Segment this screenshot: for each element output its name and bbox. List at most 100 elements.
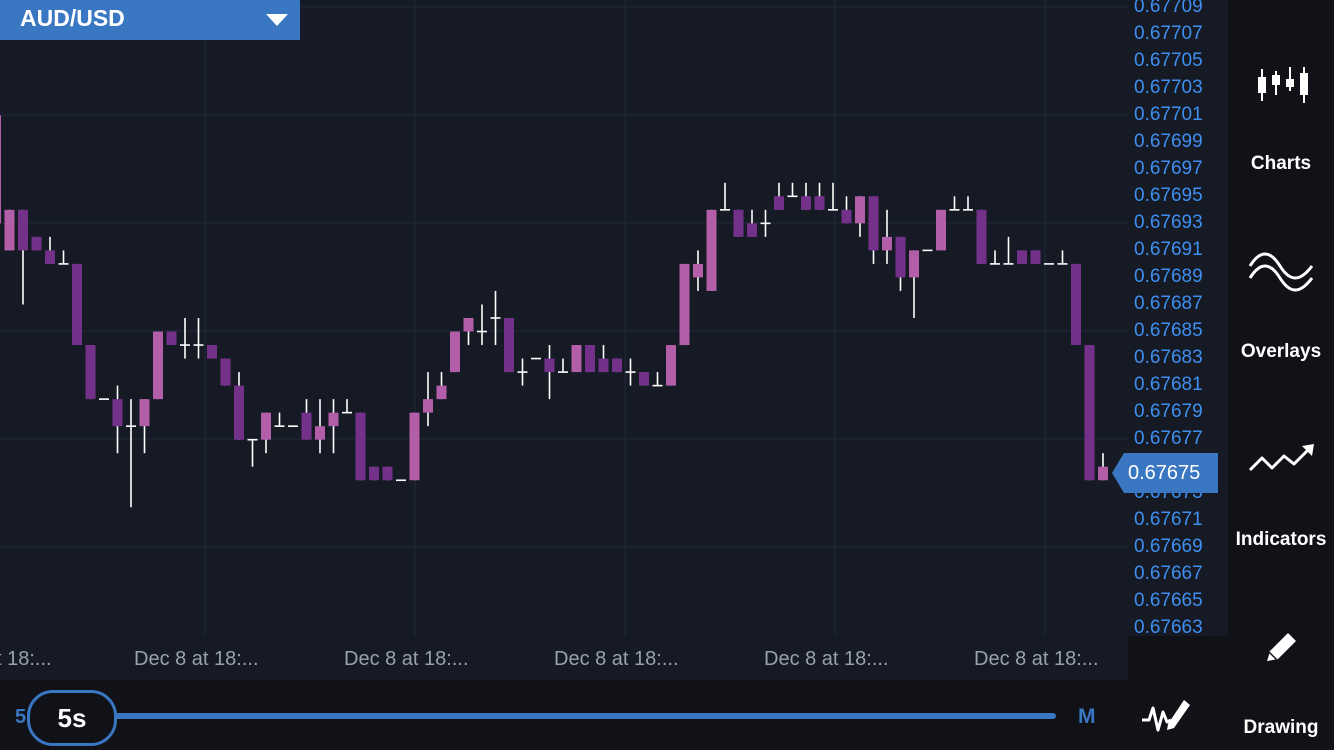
candle-body [436, 385, 447, 400]
candle-body [612, 358, 622, 373]
candle [720, 182, 730, 211]
candle-body [301, 412, 312, 440]
price-axis-label: 0.67693 [1134, 212, 1203, 233]
candle [247, 438, 258, 467]
candle [301, 399, 312, 440]
candle-body [369, 466, 379, 481]
candle [841, 196, 852, 224]
current-price-value: 0.67675 [1128, 462, 1201, 484]
price-axis-label: 0.67705 [1134, 50, 1203, 71]
price-axis-label: 0.67685 [1134, 320, 1203, 341]
price-axis-label: 0.67679 [1134, 401, 1203, 422]
price-axis-label: 0.67671 [1134, 509, 1203, 530]
overlays-button[interactable]: Overlays [1228, 245, 1334, 370]
price-axis-label: 0.67709 [1134, 0, 1203, 17]
candle-body [1098, 466, 1108, 481]
candle [787, 182, 798, 198]
candle-body [693, 263, 703, 278]
candlestick-chart[interactable] [0, 0, 1128, 636]
candle [733, 209, 744, 237]
symbol-selector[interactable]: AUD/USD [0, 0, 300, 40]
candle [598, 345, 609, 373]
candle-body [261, 412, 271, 440]
price-axis-label: 0.67665 [1134, 590, 1203, 611]
candle-body [18, 209, 28, 251]
candle [45, 236, 55, 264]
candle [490, 290, 501, 346]
candle [963, 196, 973, 211]
candle [625, 358, 636, 386]
candle-body [868, 196, 879, 251]
candle [234, 372, 244, 440]
candle [814, 182, 825, 210]
candle [477, 304, 487, 346]
candle [58, 250, 69, 265]
candle-body [706, 209, 717, 291]
candle [1030, 250, 1041, 264]
time-axis-label: Dec 8 at 18:... [134, 648, 259, 670]
candle [936, 209, 946, 251]
candle [4, 209, 15, 251]
price-axis-label: 0.67695 [1134, 185, 1203, 206]
candle [369, 466, 379, 481]
candle [463, 318, 474, 346]
candle [639, 372, 649, 386]
candle-body [747, 223, 757, 237]
candle-body [328, 412, 339, 427]
candle [342, 399, 352, 414]
price-axis-label: 0.67697 [1134, 158, 1203, 179]
candle [1057, 250, 1068, 265]
candle [382, 466, 393, 481]
candle [909, 250, 919, 318]
charts-label: Charts [1250, 153, 1312, 174]
triangle-down-icon[interactable] [266, 14, 288, 26]
candle [166, 331, 177, 346]
timeframe-slider-track[interactable] [108, 713, 1056, 719]
candle [85, 345, 96, 400]
candle [18, 209, 28, 305]
candle-body [153, 331, 163, 400]
candle [315, 399, 325, 454]
candle [895, 236, 906, 291]
candle [868, 196, 879, 264]
candle [1071, 263, 1081, 346]
candle-body [4, 209, 15, 251]
candle [612, 358, 622, 373]
candle-body [639, 372, 649, 386]
price-axis-label: 0.67669 [1134, 536, 1203, 557]
candle [706, 209, 717, 291]
candle [679, 263, 690, 346]
candle [760, 209, 771, 237]
candle-body [976, 209, 987, 264]
candle [274, 412, 285, 427]
indicators-button[interactable]: Indicators [1228, 440, 1334, 560]
candle [31, 236, 42, 251]
candle-body [504, 318, 514, 373]
candle [112, 385, 123, 454]
price-axis-label: 0.67699 [1134, 131, 1203, 152]
time-axis: t 18:... Dec 8 at 18:... Dec 8 at 18:... De… [0, 636, 1128, 680]
charts-button[interactable]: Charts [1228, 55, 1334, 185]
candle [1084, 345, 1095, 481]
candle [828, 182, 838, 211]
price-axis-label: 0.67687 [1134, 293, 1203, 314]
candle-body [0, 115, 1, 224]
quick-draw-icon[interactable] [1140, 696, 1192, 741]
candle-body [679, 263, 690, 346]
candle [976, 209, 987, 264]
candle [328, 399, 339, 454]
price-axis-label: 0.67689 [1134, 266, 1203, 287]
timeframe-slider-thumb[interactable]: 5s [27, 690, 117, 746]
candle [855, 196, 865, 237]
candle-body [409, 412, 420, 481]
price-axis-label: 0.67691 [1134, 239, 1203, 260]
candle-body [450, 331, 460, 373]
candle-body [774, 196, 784, 210]
candle [882, 209, 892, 264]
price-axis-label: 0.67663 [1134, 617, 1203, 637]
candle-body [315, 426, 325, 440]
price-chart[interactable] [0, 0, 1128, 636]
candle [558, 358, 568, 373]
candle-body [1030, 250, 1041, 264]
drawing-button[interactable]: Drawing [1228, 625, 1334, 743]
